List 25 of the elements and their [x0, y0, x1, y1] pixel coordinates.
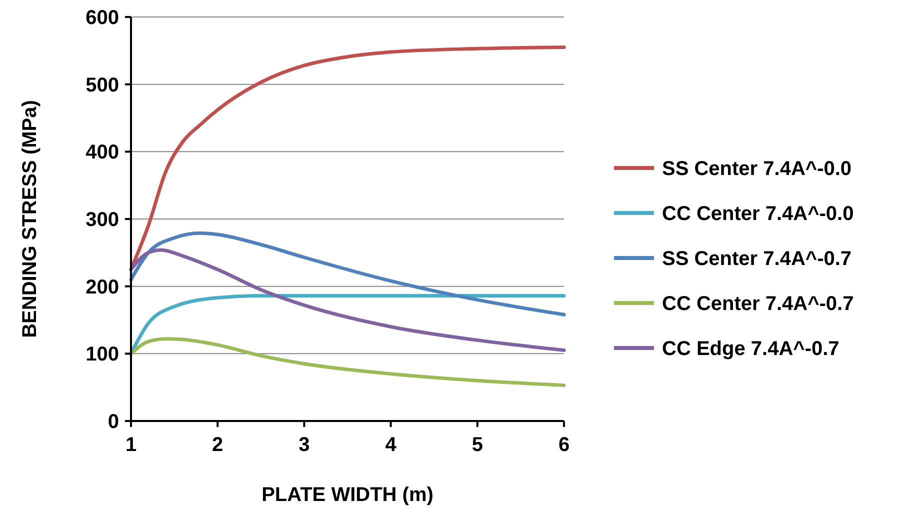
x-tick-label: 4: [385, 434, 398, 456]
y-tick-label: 500: [86, 74, 119, 96]
line-series: [129, 337, 566, 388]
y-tick-label: 200: [86, 276, 119, 298]
x-tick-label: 3: [298, 434, 310, 456]
x-tick-label: 1: [125, 434, 137, 456]
x-tick-label: 5: [472, 434, 483, 456]
y-tick-label: 400: [86, 142, 119, 164]
y-tick-label: 100: [86, 344, 119, 366]
y-tick-label: 300: [86, 209, 119, 231]
y-tick-label: 600: [86, 7, 119, 29]
line-series: [129, 248, 566, 352]
x-axis-title: PLATE WIDTH (m): [262, 484, 434, 506]
x-tick-label: 6: [558, 434, 570, 456]
legend-label: SS Center 7.4A^-0.0: [662, 158, 852, 180]
y-tick-label: 0: [108, 411, 119, 433]
line-series: [129, 294, 566, 356]
legend-label: CC Center 7.4A^-0.0: [662, 203, 854, 225]
line-series: [129, 231, 566, 316]
legend-label: CC Edge 7.4A^-0.7: [662, 338, 840, 360]
line-series: [129, 46, 566, 272]
x-tick-label: 2: [212, 434, 224, 456]
legend-label: SS Center 7.4A^-0.7: [662, 248, 852, 270]
legend-label: CC Center 7.4A^-0.7: [662, 293, 854, 315]
y-axis-title: BENDING STRESS (MPa): [19, 100, 41, 338]
